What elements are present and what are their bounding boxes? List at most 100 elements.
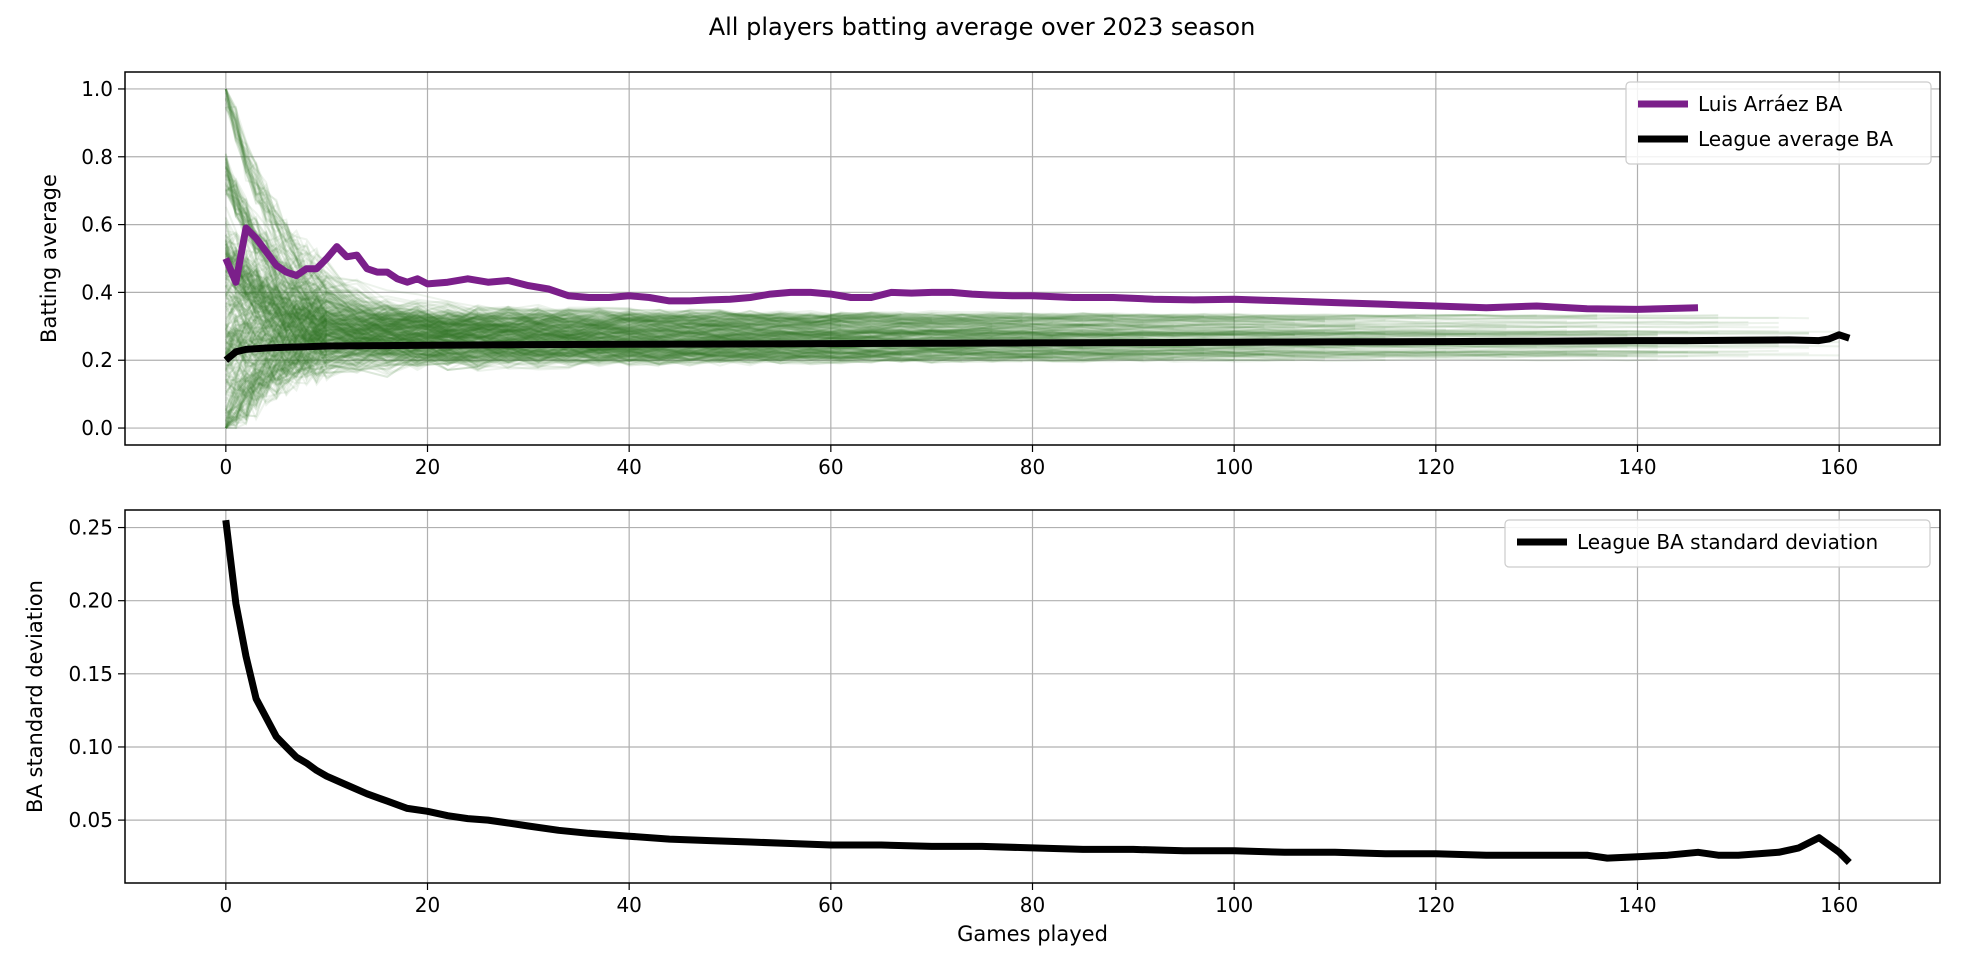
- player-ba-line: [225, 249, 1719, 363]
- player-ba-line: [224, 272, 1356, 336]
- player-ba-line: [225, 318, 690, 384]
- player-ba-line: [225, 262, 1779, 348]
- player-ba-line: [224, 245, 842, 331]
- player-ba-line: [224, 106, 842, 343]
- player-ba-line: [224, 347, 660, 429]
- player-ba-line: [224, 260, 1356, 355]
- player-ba-line: [224, 341, 751, 384]
- player-ba-line: [225, 351, 1144, 423]
- player-ba-line: [224, 234, 1265, 349]
- player-ba-line: [224, 153, 902, 346]
- player-ba-line: [225, 242, 630, 357]
- player-ba-line: [224, 291, 872, 367]
- player-ba-line: [224, 88, 1023, 324]
- player-ba-line: [225, 323, 1628, 423]
- player-ba-line: [224, 264, 690, 365]
- player-ba-line: [225, 350, 842, 382]
- player-ba-line: [225, 238, 902, 327]
- player-ba-line: [224, 335, 932, 371]
- player-ba-line: [224, 297, 1537, 331]
- player-ba-line: [225, 337, 1598, 410]
- player-ba-line: [225, 328, 1779, 363]
- player-ba-line: [225, 254, 1507, 368]
- luis-arr-ez-ba-line: [222, 224, 1699, 313]
- player-ba-line: [224, 88, 1356, 338]
- player-ba-line: [225, 234, 993, 341]
- player-ba-line: [224, 347, 902, 400]
- player-ba-line: [225, 267, 842, 326]
- player-ba-line: [224, 234, 1628, 354]
- y-tick-label: 0.0: [81, 416, 113, 440]
- player-ba-line: [224, 317, 1840, 352]
- player-ba-line: [225, 317, 1235, 383]
- player-ba-line: [225, 296, 1023, 333]
- player-ba-line: [224, 253, 478, 332]
- player-ba-line: [224, 206, 630, 362]
- y-tick-label: 0.6: [81, 213, 113, 237]
- player-ba-line: [224, 158, 600, 348]
- player-ba-line: [224, 274, 690, 327]
- player-ba-line: [225, 296, 993, 337]
- player-ba-line: [224, 311, 841, 357]
- player-ba-line: [224, 313, 1719, 362]
- player-ba-line: [224, 295, 902, 335]
- player-ba-line: [224, 248, 1023, 369]
- player-ba-line: [224, 295, 600, 370]
- y-tick-label: 0.4: [81, 280, 113, 304]
- player-ba-line: [224, 102, 1356, 335]
- player-ba-line: [225, 341, 1053, 427]
- top-panel-ticks: 0 20 40 60 80 100 120 140 160 0.0 0.2 0.4 0.6 0.8 1.0: [81, 77, 1858, 479]
- player-ba-line: [224, 322, 1235, 410]
- player-ba-line: [225, 308, 1356, 373]
- x-tick-label: 60: [818, 455, 843, 479]
- player-ba-line: [224, 315, 1235, 378]
- player-ba-line: [224, 298, 1537, 343]
- player-ba-line: [224, 234, 1144, 348]
- bottom-panel-x-axis-label: Games played: [957, 922, 1108, 946]
- player-ba-line: [225, 277, 872, 364]
- player-ba-line: [224, 243, 539, 322]
- player-ba-line: [224, 312, 841, 372]
- player-ba-line: [225, 335, 1386, 365]
- player-ba-line: [225, 288, 751, 334]
- player-ba-line: [224, 246, 993, 332]
- player-ba-line: [224, 322, 1114, 423]
- player-ba-line: [225, 299, 781, 353]
- player-ba-line: [224, 163, 902, 361]
- player-ba-line: [224, 239, 1053, 360]
- player-ba-line: [224, 310, 1295, 381]
- player-ba-line: [224, 313, 1477, 352]
- player-ba-line: [224, 107, 1598, 326]
- player-ba-line: [224, 343, 1235, 409]
- player-ba-line: [224, 258, 1325, 367]
- player-ba-line: [225, 233, 721, 352]
- player-ba-line: [224, 223, 569, 339]
- player-ba-line: [224, 279, 1235, 345]
- player-ba-line: [224, 305, 1809, 359]
- player-ba-line: [224, 96, 720, 341]
- x-tick-label: 40: [616, 893, 641, 917]
- player-ba-line: [224, 243, 660, 348]
- player-ba-line: [225, 311, 600, 423]
- player-ba-line: [224, 350, 1114, 398]
- player-ba-line: [224, 92, 1325, 328]
- player-ba-line: [224, 249, 1265, 334]
- player-ba-line: [224, 323, 902, 429]
- player-ba-line: [225, 300, 1265, 332]
- player-ba-line: [224, 345, 962, 402]
- player-ba-line: [225, 108, 781, 339]
- player-ba-line: [225, 351, 1174, 418]
- player-ba-line: [224, 238, 811, 333]
- player-ba-line: [225, 307, 932, 354]
- player-ba-line: [225, 268, 690, 339]
- player-ba-line: [225, 105, 1507, 336]
- player-ba-line: [224, 345, 902, 422]
- x-tick-label: 160: [1820, 893, 1858, 917]
- player-ba-line: [225, 186, 1386, 342]
- player-ba-line: [225, 274, 1658, 364]
- player-ba-line: [225, 316, 751, 429]
- player-ba-line: [224, 321, 751, 364]
- player-ba-line: [224, 261, 1567, 337]
- player-ba-line: [225, 339, 932, 370]
- bottom-panel-series: [222, 519, 1852, 865]
